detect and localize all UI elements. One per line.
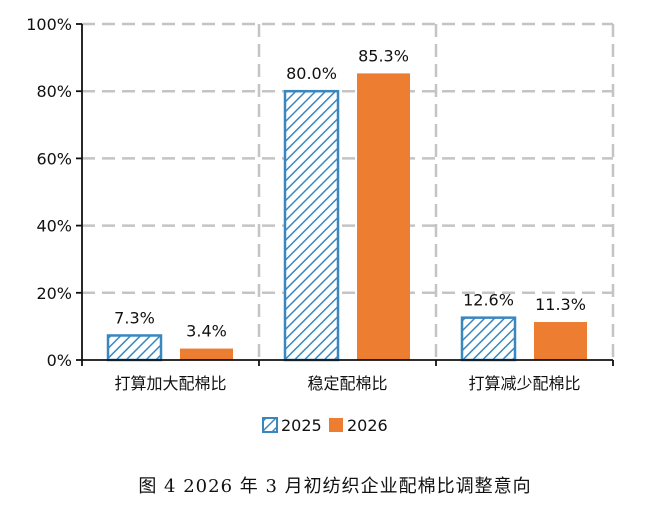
data-label: 11.3%	[535, 295, 586, 314]
data-labels: 7.3% 80.0% 12.6% 3.4% 85.3% 11.3%	[114, 46, 586, 340]
legend-swatch-2025	[262, 417, 278, 433]
legend-swatch-2026	[329, 418, 343, 432]
data-label: 7.3%	[114, 308, 155, 327]
gridlines	[82, 22, 615, 360]
bar-2025	[283, 89, 340, 362]
legend-label-2026: 2026	[347, 416, 388, 435]
y-tick-label: 80%	[36, 82, 72, 101]
y-tick-label: 100%	[26, 15, 72, 34]
bars	[106, 73, 587, 362]
bar-2026	[357, 73, 410, 360]
y-tick-label: 40%	[36, 217, 72, 236]
x-tick-label: 打算减少配棉比	[468, 374, 580, 393]
data-label: 3.4%	[186, 322, 227, 341]
axes: 0% 20% 40% 60% 80% 100% 打算加大配棉比 稳定配棉比 打算减少配棉比	[26, 15, 614, 393]
y-tick-label: 20%	[36, 284, 72, 303]
bar-2026	[534, 322, 587, 360]
bar-2026	[180, 348, 233, 360]
y-tick-label: 60%	[36, 149, 72, 168]
data-label: 85.3%	[358, 46, 409, 65]
legend: 2025 2026	[262, 416, 388, 435]
bar-2025	[460, 316, 517, 362]
legend-label-2025: 2025	[281, 416, 322, 435]
x-tick-label: 打算加大配棉比	[114, 374, 226, 393]
figure-caption: 图 4 2026 年 3 月初纺织企业配棉比调整意向	[138, 476, 532, 497]
x-tick-label: 稳定配棉比	[307, 374, 387, 393]
y-tick-label: 0%	[47, 351, 72, 370]
bar-2025	[106, 334, 163, 362]
data-label: 80.0%	[286, 64, 337, 83]
data-label: 12.6%	[463, 291, 514, 310]
